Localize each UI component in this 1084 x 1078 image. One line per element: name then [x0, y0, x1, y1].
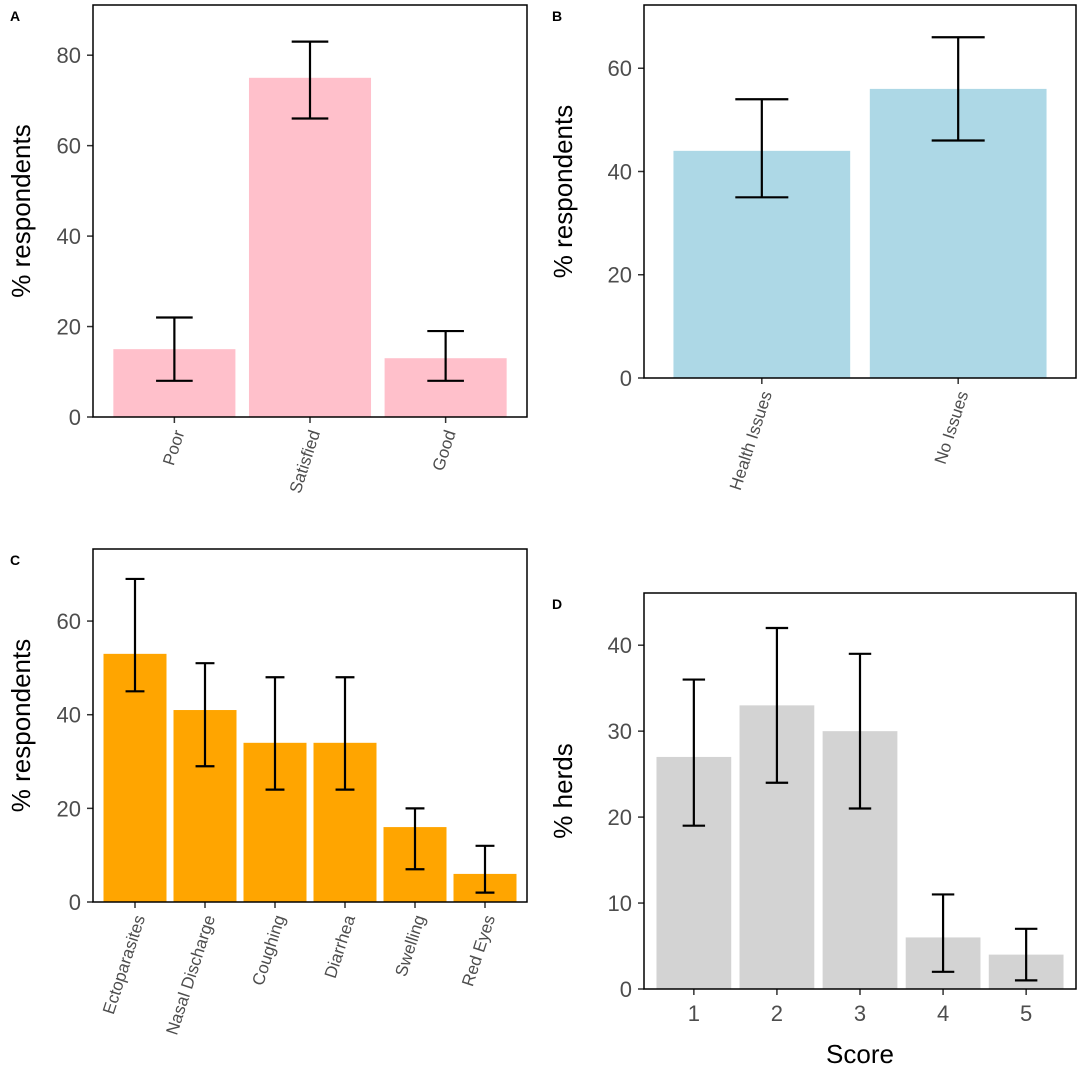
y-tick-label: 60: [608, 56, 632, 81]
x-tick-label: Ectoparasites: [99, 913, 149, 1017]
x-tick-label: 5: [1020, 1001, 1032, 1026]
error-bar: [931, 36, 985, 142]
error-bar: [125, 577, 145, 693]
error-bar: [156, 316, 193, 382]
y-tick-label: 20: [608, 263, 632, 288]
x-tick-label: Red Eyes: [458, 913, 499, 989]
x-tick-label: Coughing: [249, 913, 290, 988]
x-tick-label: Diarrhea: [321, 912, 359, 980]
panel-letter: A: [10, 8, 20, 24]
x-axis-title: Score: [826, 1039, 894, 1069]
panel-letter: D: [552, 596, 562, 612]
y-tick-label: 80: [57, 43, 81, 68]
panel-c: C Ectoparasites Nasal Discharge Coughing Dia…: [6, 548, 528, 1038]
x-tick-label: Satisfied: [286, 428, 324, 496]
error-bar: [335, 676, 355, 791]
y-tick-label: 40: [608, 159, 632, 184]
plot-frame: [92, 4, 528, 418]
y-tick-label: 60: [57, 609, 81, 634]
y-tick-label: 20: [608, 805, 632, 830]
plot-frame: [92, 548, 528, 903]
y-tick-label: 0: [620, 977, 632, 1002]
y-tick-label: 0: [620, 366, 632, 391]
x-tick-label: Nasal Discharge: [162, 913, 219, 1038]
y-tick-label: 20: [57, 796, 81, 821]
x-tick-label: Poor: [159, 427, 188, 467]
bar-satisfied: [248, 77, 372, 417]
y-axis-title: % respondents: [6, 124, 36, 297]
y-tick-label: 40: [57, 703, 81, 728]
panel-a: A Poor Satisfied Good 0 20 40 60 80 % respondents: [6, 4, 528, 496]
panel-letter: B: [552, 8, 562, 24]
panel-d: D 1 2 3 4 5 0 10 20 30 40 % herds Score: [548, 592, 1077, 1069]
y-tick-label: 40: [57, 224, 81, 249]
y-tick-label: 40: [608, 633, 632, 658]
x-tick-label: No Issues: [931, 389, 972, 467]
error-bar: [427, 329, 464, 382]
y-axis-title: % respondents: [6, 639, 36, 812]
y-tick-label: 60: [57, 134, 81, 159]
x-tick-label: Health Issues: [726, 389, 776, 493]
y-tick-label: 20: [57, 315, 81, 340]
error-bar: [931, 893, 955, 973]
error-bar: [291, 40, 329, 120]
panel-letter: C: [10, 552, 20, 568]
error-bar: [848, 652, 872, 810]
plot-frame: [643, 592, 1077, 990]
error-bar: [405, 807, 425, 871]
x-tick-label: 4: [937, 1001, 949, 1026]
panel-b: B Health Issues No Issues 0 20 40 60 % responde…: [548, 4, 1077, 493]
y-axis-title: % respondents: [548, 105, 578, 278]
error-bar: [682, 678, 706, 827]
plot-frame: [643, 4, 1077, 379]
x-tick-label: Good: [429, 428, 460, 473]
error-bar: [765, 626, 789, 784]
x-tick-label: 2: [771, 1001, 783, 1026]
y-axis-title: % herds: [548, 743, 578, 838]
y-tick-label: 10: [608, 891, 632, 916]
error-bar: [735, 98, 789, 199]
bar-ectoparasites: [103, 653, 167, 902]
x-tick-label: 3: [854, 1001, 866, 1026]
error-bar: [195, 662, 215, 768]
error-bar: [265, 676, 285, 791]
y-tick-label: 0: [69, 405, 81, 430]
error-bar: [1014, 927, 1038, 982]
error-bar: [475, 844, 495, 894]
y-tick-label: 0: [69, 890, 81, 915]
y-tick-label: 30: [608, 719, 632, 744]
x-tick-label: Swelling: [391, 913, 429, 979]
x-tick-label: 1: [688, 1001, 700, 1026]
